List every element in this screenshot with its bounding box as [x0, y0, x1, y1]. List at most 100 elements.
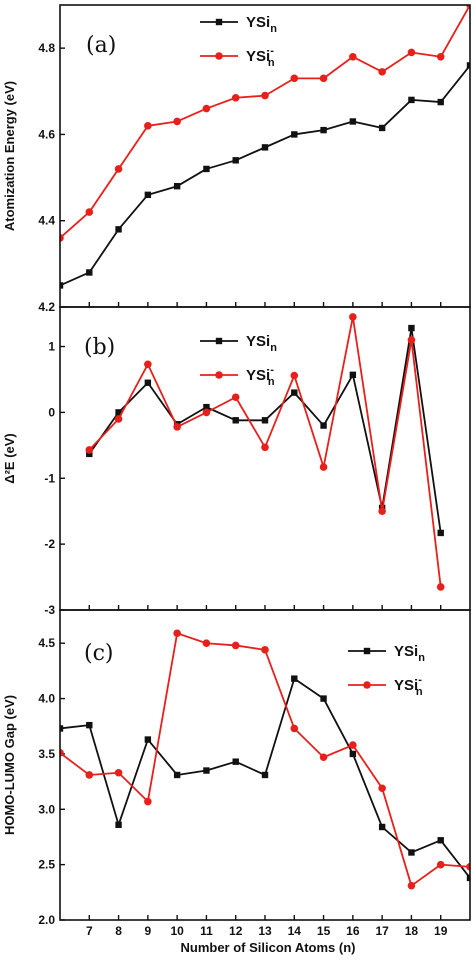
marker-c-0-4	[173, 771, 181, 779]
marker-c-1-5	[202, 639, 211, 648]
x-tick-label-11: 18	[405, 924, 419, 938]
marker-c-1-6	[231, 641, 240, 650]
y-tick-label-b-2: -1	[44, 471, 55, 485]
y-tick-label-c-1: 2.5	[38, 858, 55, 872]
x-tick-label-3: 10	[170, 924, 184, 938]
marker-b-0-1	[115, 409, 122, 416]
marker-a-0-12	[408, 96, 415, 104]
marker-c-0-13	[437, 837, 444, 844]
marker-a-0-13	[437, 98, 444, 106]
marker-c-1-8	[290, 724, 299, 733]
legend-marker-c-0	[363, 647, 371, 655]
marker-a-1-7	[261, 91, 269, 100]
shared-x-axis: 7 8 9 10 11 12 13 14 15 16 17 18 19	[86, 924, 448, 938]
marker-a-1-9	[319, 74, 328, 83]
series-line-a-1	[60, 5, 470, 239]
marker-a-0-3	[144, 191, 152, 199]
marker-c-1-12	[407, 881, 416, 890]
legend-label-a-1: YSi-n	[246, 45, 275, 69]
marker-a-1-11	[378, 68, 386, 76]
y-tick-label-a-0: 4.2	[38, 300, 55, 314]
marker-b-0-2	[144, 379, 152, 386]
panel-a: 4.2 4.4 4.6 4.8 Atomization Energy (eV) (a) YS…	[2, 4, 471, 314]
marker-a-1-2	[114, 165, 123, 173]
x-tick-label-4: 11	[200, 924, 213, 938]
marker-a-1-8	[290, 74, 299, 83]
marker-b-0-11	[408, 324, 415, 332]
y-tick-label-a-1: 4.4	[38, 214, 55, 228]
marker-a-0-14	[466, 62, 470, 69]
series-line-b-1	[88, 315, 442, 588]
marker-c-0-10	[349, 750, 357, 758]
y-axis-title-b: Δ²E (eV)	[2, 433, 17, 484]
series-line-c-1	[60, 632, 470, 887]
legend-label-b-1: YSi-n	[246, 364, 275, 388]
marker-b-0-12	[437, 529, 444, 537]
x-tick-label-8: 15	[317, 924, 331, 938]
marker-a-1-10	[349, 52, 357, 61]
legend-marker-c-1	[363, 681, 371, 689]
marker-a-0-11	[378, 124, 386, 132]
marker-a-1-12	[407, 48, 416, 57]
series-line-b-0	[88, 327, 442, 534]
marker-b-0-5	[232, 417, 239, 424]
marker-b-0-8	[320, 422, 327, 429]
marker-c-0-14	[466, 874, 470, 882]
panel-b: 1 0 -1 -2 -3 Δ²E (eV) (b) YSin YSi-n	[2, 306, 471, 617]
marker-c-1-10	[349, 741, 357, 749]
marker-a-1-1	[85, 208, 94, 216]
marker-b-1-7	[290, 371, 299, 380]
legend-marker-b-0	[215, 337, 223, 345]
marker-b-1-11	[407, 336, 416, 344]
marker-c-1-7	[261, 646, 269, 654]
marker-b-1-9	[349, 313, 357, 321]
marker-c-0-9	[320, 695, 327, 702]
marker-b-0-4	[203, 403, 210, 411]
x-tick-label-5: 12	[229, 924, 243, 938]
marker-b-1-4	[202, 408, 211, 417]
marker-a-1-14	[466, 5, 470, 9]
marker-b-1-10	[378, 507, 386, 515]
panel-frame-c	[59, 609, 471, 921]
marker-c-0-6	[232, 758, 239, 765]
legend-label-c-0: YSin	[394, 643, 425, 664]
y-axis-title-a: Atomization Energy (eV)	[2, 81, 17, 231]
marker-a-0-7	[261, 144, 269, 151]
y-tick-label-c-3: 3.5	[38, 747, 55, 761]
marker-b-0-9	[349, 371, 357, 379]
legend-marker-b-1	[215, 371, 223, 379]
panel-label-a: (a)	[86, 33, 116, 58]
series-group-b	[85, 313, 445, 591]
x-tick-label-10: 17	[375, 924, 389, 938]
x-tick-label-0: 7	[86, 924, 93, 938]
marker-c-1-13	[436, 860, 445, 869]
x-tick-label-9: 16	[346, 924, 360, 938]
marker-c-0-7	[261, 771, 269, 779]
legend-marker-a-1	[215, 52, 223, 60]
panel-c: 2.0 2.5 3.0 3.5 4.0 4.5 HOMO-LUMO Gap (eV) (c) Y…	[2, 609, 471, 927]
x-tick-label-1: 8	[115, 924, 122, 938]
marker-c-0-3	[144, 736, 152, 743]
marker-b-1-6	[261, 443, 269, 452]
marker-a-1-5	[202, 104, 211, 113]
marker-a-0-9	[320, 126, 327, 134]
marker-b-0-6	[261, 417, 269, 424]
y-tick-label-c-0: 2.0	[38, 913, 55, 927]
x-tick-label-6: 13	[258, 924, 272, 938]
y-tick-label-a-3: 4.8	[38, 41, 55, 55]
legend-label-a-0: YSin	[246, 14, 277, 35]
y-tick-label-c-4: 4.0	[38, 692, 55, 706]
marker-c-1-14	[466, 863, 470, 871]
panel-label-b: (b)	[84, 335, 115, 360]
marker-a-1-4	[173, 117, 181, 126]
x-tick-label-12: 19	[434, 924, 448, 938]
series-line-c-0	[60, 677, 470, 879]
marker-a-0-10	[349, 118, 357, 125]
marker-a-1-0	[60, 234, 64, 242]
marker-c-1-1	[85, 771, 94, 779]
marker-a-0-0	[60, 282, 64, 289]
legend-marker-a-0	[215, 18, 223, 26]
marker-b-1-0	[85, 446, 94, 454]
series-group-a	[60, 5, 470, 289]
